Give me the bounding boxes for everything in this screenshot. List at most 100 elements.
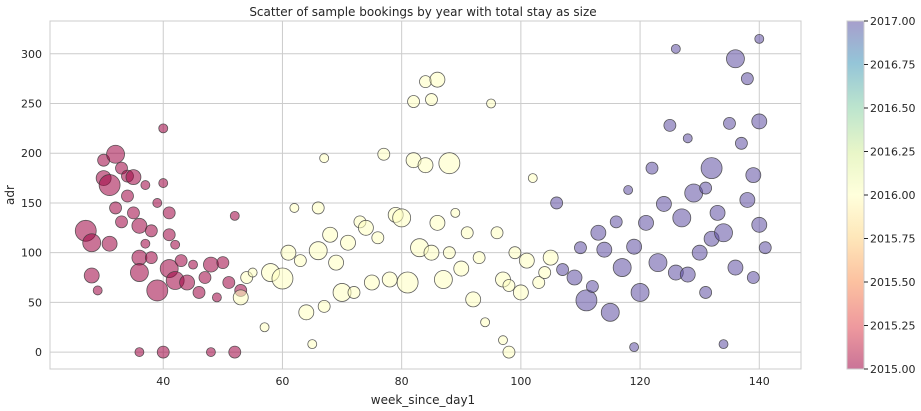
data-point (672, 208, 692, 228)
data-point (308, 241, 328, 261)
data-point (216, 256, 230, 270)
colorbar-ticks: 2015.00 2015.25 2015.50 2015.75 2016.00 2016.… (864, 15, 916, 376)
colorbar-tick-label: 2017.00 (870, 15, 916, 28)
data-point (508, 246, 522, 260)
colorbar (846, 20, 865, 370)
data-point (512, 284, 529, 301)
data-point (293, 254, 307, 268)
data-point (121, 189, 134, 203)
y-tick-label: 200 (21, 147, 42, 160)
data-point (392, 208, 412, 228)
data-point (206, 347, 216, 357)
data-point (502, 345, 516, 359)
data-point (486, 98, 496, 109)
y-tick-label: 100 (21, 247, 42, 260)
data-point (419, 75, 432, 89)
data-point (162, 206, 176, 220)
data-point (566, 269, 583, 286)
data-point (162, 228, 176, 242)
data-point (131, 249, 148, 266)
data-point (429, 71, 446, 88)
data-point (538, 266, 552, 279)
data-point (259, 322, 270, 333)
data-point (527, 173, 538, 183)
data-point (480, 317, 491, 328)
data-point (131, 217, 148, 234)
data-point (140, 180, 151, 190)
data-point (648, 253, 668, 273)
data-point (144, 251, 158, 265)
x-tick-label: 40 (156, 375, 170, 388)
data-point (739, 192, 756, 208)
data-point (311, 201, 325, 215)
data-point (663, 119, 677, 132)
data-point (232, 289, 249, 306)
data-point (542, 249, 559, 266)
data-point (429, 214, 446, 231)
data-point (82, 233, 102, 253)
data-point (754, 33, 765, 44)
data-point (502, 279, 516, 292)
data-point (626, 238, 643, 255)
data-point (158, 178, 169, 188)
data-point (198, 271, 212, 284)
data-point (726, 49, 745, 69)
data-point (158, 123, 169, 134)
data-point (192, 286, 206, 299)
data-point (740, 72, 754, 86)
data-point (130, 263, 149, 282)
data-point (125, 169, 142, 186)
data-point (101, 235, 118, 252)
data-point (317, 299, 331, 313)
data-point (575, 289, 598, 312)
chart-title: Scatter of sample bookings by year with … (249, 5, 596, 19)
data-point (600, 302, 620, 322)
data-point (179, 274, 195, 291)
data-point (734, 136, 748, 150)
data-point (106, 144, 125, 164)
x-tick-label: 80 (395, 375, 409, 388)
data-point (92, 285, 103, 296)
data-point (714, 223, 733, 243)
data-point (629, 342, 640, 353)
data-point (319, 153, 330, 164)
data-point (298, 304, 315, 321)
data-point (442, 246, 456, 260)
x-axis-label: week_since_day1 (371, 393, 475, 407)
data-point (280, 244, 297, 261)
data-point (156, 345, 170, 359)
data-point (745, 167, 762, 184)
data-point (347, 286, 361, 299)
data-point (98, 174, 121, 196)
data-point (229, 210, 240, 221)
data-point (490, 226, 504, 240)
colorbar-tick-label: 2015.00 (870, 363, 916, 376)
data-point (417, 157, 434, 174)
data-point (83, 267, 100, 284)
y-tick-label: 300 (21, 48, 42, 61)
data-point (140, 238, 151, 249)
y-tick-label: 250 (21, 98, 42, 111)
data-point (423, 244, 440, 261)
data-point (363, 274, 380, 291)
y-axis-ticks: 0 50 100 150 200 250 300 (21, 48, 42, 359)
data-point (751, 216, 768, 233)
data-point (465, 291, 482, 308)
data-point (645, 161, 659, 175)
colorbar-tick-label: 2016.25 (870, 146, 916, 159)
y-tick-label: 50 (28, 296, 42, 309)
data-point (146, 279, 169, 302)
data-point (699, 286, 713, 299)
x-tick-label: 60 (275, 375, 289, 388)
data-point (152, 198, 163, 208)
data-point (174, 254, 188, 268)
data-point (109, 201, 122, 215)
colorbar-tick-label: 2015.75 (870, 233, 916, 246)
data-point (134, 347, 145, 357)
data-point (222, 276, 236, 289)
data-point (718, 339, 729, 350)
data-point (679, 266, 696, 283)
data-point (271, 267, 294, 290)
data-point (425, 93, 438, 106)
data-point (340, 234, 356, 251)
